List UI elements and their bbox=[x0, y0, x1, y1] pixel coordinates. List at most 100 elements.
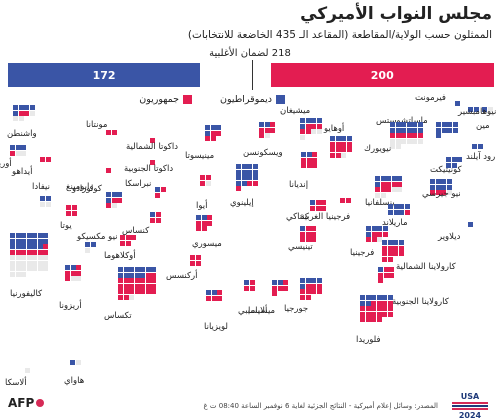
seat-cell bbox=[65, 276, 70, 281]
seat-cell bbox=[375, 181, 380, 187]
seat-cell bbox=[300, 231, 305, 237]
seat-cell bbox=[376, 300, 382, 306]
seat-cell bbox=[15, 260, 21, 266]
seat-cell bbox=[390, 138, 395, 144]
state-46 bbox=[10, 145, 26, 156]
state-14 bbox=[378, 267, 394, 283]
seat-cell bbox=[21, 150, 26, 156]
seat-cell bbox=[75, 360, 81, 365]
seat-cell bbox=[244, 285, 249, 291]
seat-cell bbox=[13, 116, 18, 121]
state-48 bbox=[25, 368, 30, 373]
state-label: أيداهو bbox=[12, 167, 33, 177]
seat-cell bbox=[387, 306, 393, 311]
seat-cell bbox=[330, 147, 335, 152]
seat-cell bbox=[436, 122, 441, 127]
state-seat-grid bbox=[205, 125, 221, 141]
seat-cell bbox=[129, 289, 134, 294]
seat-cell bbox=[366, 226, 371, 231]
state-label: كنتاكي bbox=[286, 212, 309, 222]
seat-cell bbox=[65, 270, 70, 276]
seat-cell bbox=[15, 271, 21, 277]
seat-cell bbox=[15, 238, 21, 244]
seat-cell bbox=[129, 267, 134, 272]
seat-cell bbox=[412, 133, 417, 138]
seat-cell bbox=[247, 180, 252, 186]
seat-cell bbox=[43, 238, 48, 244]
seat-cell bbox=[236, 186, 241, 191]
seat-cell bbox=[252, 180, 258, 186]
seat-cell bbox=[300, 226, 305, 231]
seat-cell bbox=[399, 204, 404, 209]
seat-cell bbox=[118, 272, 123, 278]
seat-cell bbox=[300, 118, 305, 123]
seat-cell bbox=[283, 280, 288, 285]
state-seat-grid bbox=[10, 233, 48, 277]
seat-cell bbox=[341, 141, 346, 147]
seat-cell bbox=[316, 283, 322, 289]
seat-cell bbox=[388, 204, 393, 209]
seat-cell bbox=[111, 192, 117, 197]
seat-cell bbox=[259, 127, 264, 133]
seat-cell bbox=[123, 267, 129, 272]
state-3 bbox=[436, 122, 458, 138]
seat-cell bbox=[393, 209, 399, 215]
seat-cell bbox=[155, 187, 160, 192]
state-10 bbox=[388, 204, 410, 215]
seat-cell bbox=[365, 317, 371, 322]
seat-cell bbox=[406, 127, 412, 133]
state-seat-grid bbox=[272, 280, 288, 296]
state-label: وايومينغ bbox=[66, 182, 94, 192]
seat-cell bbox=[375, 176, 380, 181]
state-seat-grid bbox=[244, 280, 255, 291]
state-seat-grid bbox=[300, 118, 322, 140]
seat-cell bbox=[216, 125, 221, 130]
seat-cell bbox=[259, 133, 264, 138]
state-32 bbox=[150, 160, 155, 165]
state-seat-grid bbox=[378, 267, 394, 283]
state-36 bbox=[118, 267, 156, 300]
seat-cell bbox=[252, 164, 258, 169]
seat-cell bbox=[207, 220, 212, 226]
seat-cell bbox=[399, 209, 404, 215]
seat-cell bbox=[247, 175, 252, 180]
seat-cell bbox=[131, 235, 136, 240]
seat-cell bbox=[76, 270, 81, 276]
state-label: كاليفورنيا bbox=[10, 289, 43, 299]
seat-cell bbox=[371, 300, 376, 306]
seat-cell bbox=[21, 249, 26, 255]
seat-cell bbox=[236, 169, 241, 175]
seat-cell bbox=[378, 272, 383, 278]
seat-cell bbox=[21, 255, 26, 260]
seat-cell bbox=[315, 205, 321, 211]
seat-cell bbox=[160, 187, 166, 192]
seat-cell bbox=[125, 235, 131, 240]
state-label: كونيتيكت bbox=[430, 165, 462, 175]
seat-cell bbox=[21, 266, 26, 271]
seat-cell bbox=[305, 231, 311, 237]
state-9 bbox=[375, 176, 402, 198]
seat-cell bbox=[430, 184, 435, 190]
seat-cell bbox=[472, 144, 477, 149]
state-label: نيويورك bbox=[364, 144, 392, 154]
seat-cell bbox=[13, 110, 18, 116]
seat-cell bbox=[24, 110, 29, 116]
seat-cell bbox=[140, 283, 145, 289]
seat-cell bbox=[380, 181, 386, 187]
seat-cell bbox=[259, 122, 264, 127]
state-seat-grid bbox=[482, 107, 493, 112]
seat-cell bbox=[395, 144, 401, 149]
state-47 bbox=[10, 233, 48, 277]
rep-seats-bar: 200 bbox=[270, 63, 494, 87]
seat-cell bbox=[330, 152, 335, 158]
state-label: ألاباما bbox=[248, 306, 268, 316]
seat-cell bbox=[389, 272, 394, 278]
state-label: رود آيلند bbox=[466, 152, 496, 162]
seat-cell bbox=[376, 317, 382, 322]
seat-cell bbox=[32, 244, 37, 249]
seat-cell bbox=[117, 197, 122, 203]
seat-cell bbox=[10, 238, 15, 244]
state-seat-grid bbox=[65, 265, 81, 281]
seat-cell bbox=[451, 157, 457, 162]
seat-cell bbox=[205, 136, 210, 141]
